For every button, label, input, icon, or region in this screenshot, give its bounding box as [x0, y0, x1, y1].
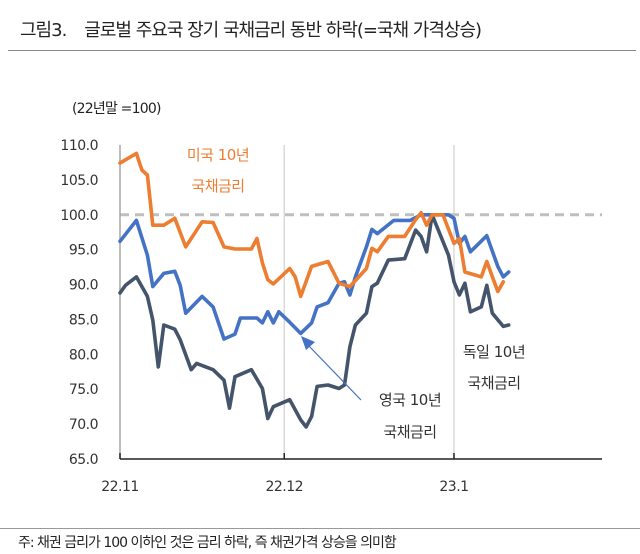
y-tick-label: 70.0 [69, 417, 98, 433]
uk-label-line2: 국채금리 [383, 423, 436, 441]
footnote: 주: 채권 금리가 100 이하인 것은 금리 하락, 즉 채권가격 상승을 의… [18, 535, 397, 551]
y-tick-label: 95.0 [69, 243, 98, 259]
figure-number: 그림3. [20, 20, 67, 41]
arrowhead-icon [301, 336, 315, 350]
x-tick-label: 22.12 [265, 479, 303, 495]
us-10y-yield-line-group [118, 151, 506, 299]
figure-title: 그림3. 글로벌 주요국 장기 국채금리 동반 하락(=국채 가격상승) [20, 16, 482, 42]
uk-annotation-arrow [307, 344, 362, 401]
uk-label-line1: 영국 10년 [379, 391, 441, 409]
de-label-line1: 독일 10년 [463, 343, 525, 361]
us-label-line2: 국채금리 [191, 177, 244, 195]
x-tick-label: 22.11 [101, 479, 139, 495]
unit-label: (22년말 =100) [72, 101, 161, 117]
y-tick-label: 100.0 [60, 208, 98, 224]
y-tick-label: 80.0 [69, 347, 98, 363]
series-lines [118, 151, 511, 429]
y-tick-label: 90.0 [69, 278, 98, 294]
de-10y-yield-line-group [118, 213, 511, 429]
x-tick-label: 23.1 [439, 479, 468, 495]
figure-title-text: 글로벌 주요국 장기 국채금리 동반 하락(=국채 가격상승) [84, 20, 482, 41]
y-tick-label: 75.0 [69, 382, 98, 398]
y-tick-label: 105.0 [60, 173, 98, 189]
de-label-line2: 국채금리 [467, 374, 520, 392]
y-axis-ticks: 110.0 105.0 100.0 95.0 90.0 85.0 80.0 75.0 70.0 6… [60, 138, 98, 468]
y-tick-label: 110.0 [60, 138, 98, 154]
annotations: 미국 10년 국채금리 영국 10년 국채금리 독일 10년 국채금리 [187, 146, 526, 441]
gridlines [283, 145, 455, 459]
y-tick-label: 85.0 [69, 312, 98, 328]
us-label-line1: 미국 10년 [187, 146, 249, 164]
x-axis-ticks: 22.11 22.12 23.1 [101, 453, 469, 495]
title-divider [8, 50, 636, 51]
axes [119, 145, 602, 460]
de-10y-yield-line [118, 213, 511, 429]
y-tick-label: 65.0 [69, 452, 98, 468]
footnote-divider [0, 528, 640, 529]
